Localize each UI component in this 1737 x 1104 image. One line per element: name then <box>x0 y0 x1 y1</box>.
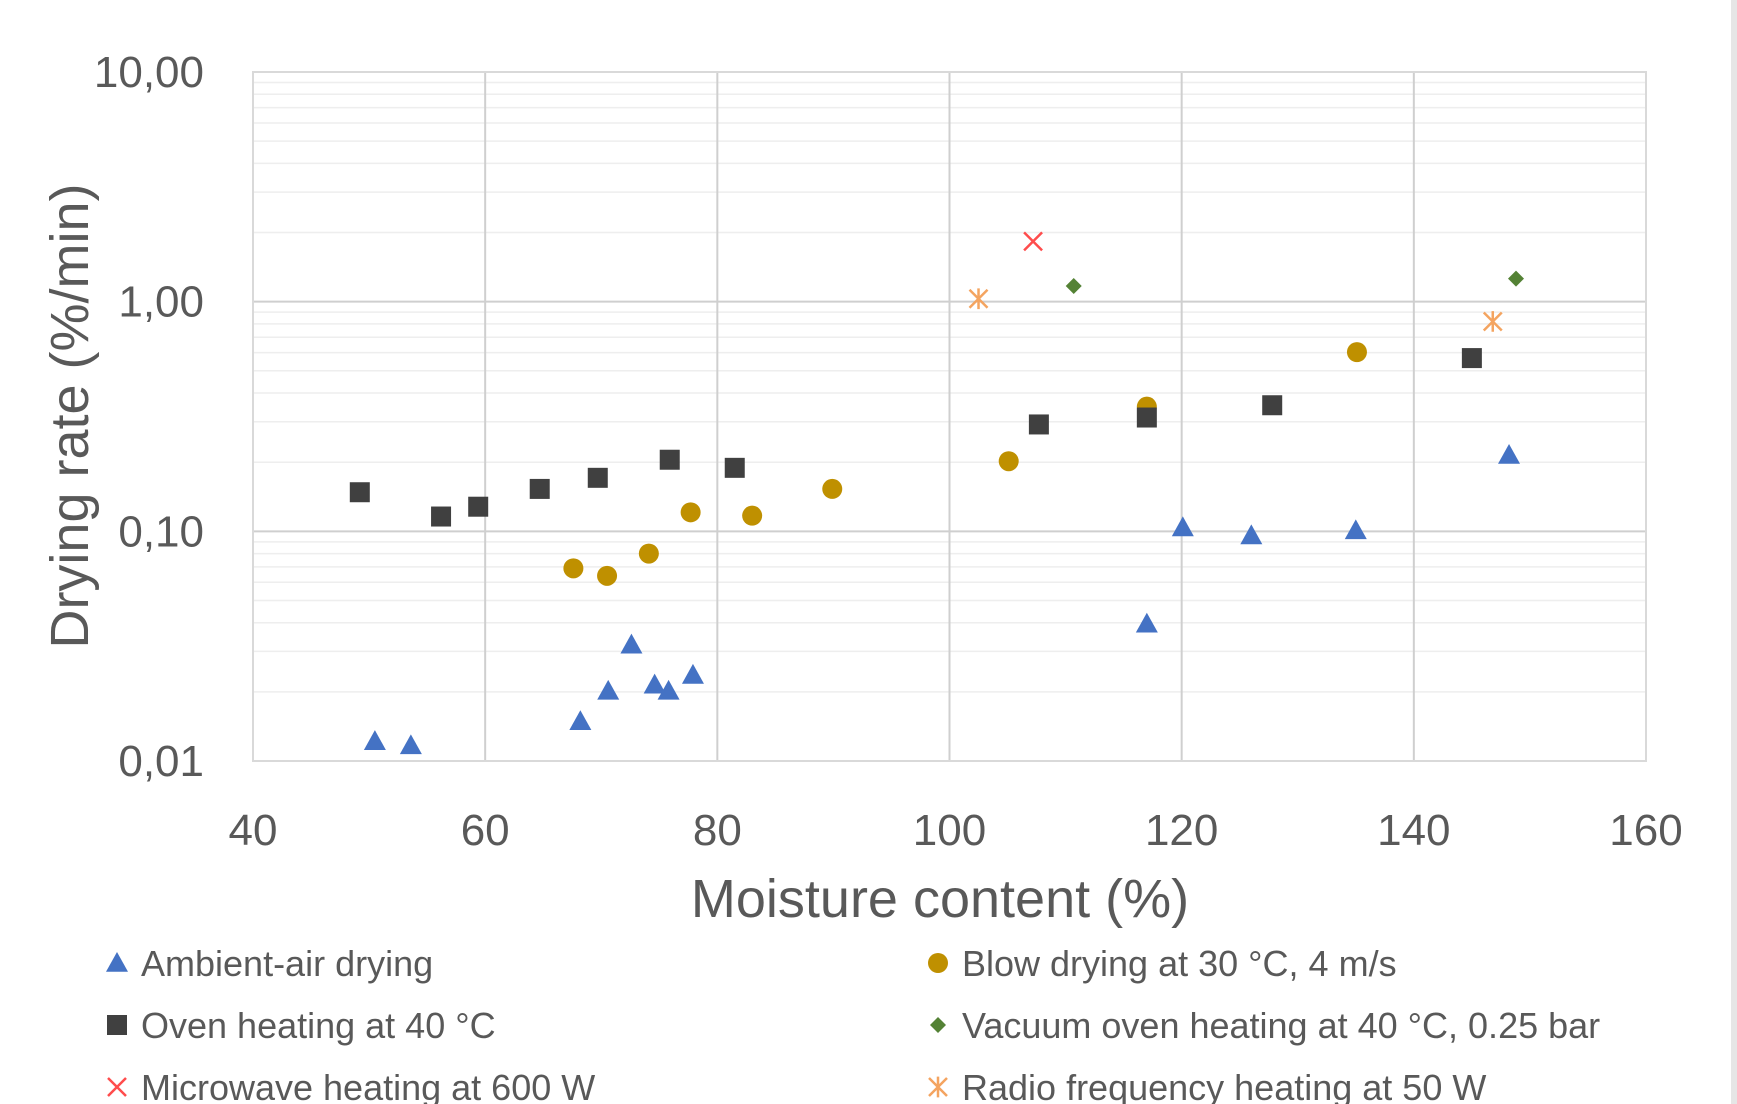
y-tick-label: 1,00 <box>118 278 204 327</box>
x-axis-title: Moisture content (%) <box>691 869 1189 929</box>
square-point <box>529 478 550 499</box>
circle-point <box>742 505 763 526</box>
circle-point <box>563 558 584 579</box>
circle-point <box>597 565 618 586</box>
window-edge <box>1731 0 1737 1104</box>
asterisk-point <box>968 288 989 310</box>
legend-circle-icon <box>928 953 948 973</box>
legend-item: Blow drying at 30 °C, 4 m/s <box>928 943 1397 984</box>
series-1 <box>563 342 1367 586</box>
y-tick-label: 0,10 <box>118 507 204 556</box>
diamond-point <box>1065 278 1082 295</box>
square-point <box>724 457 745 478</box>
triangle-point <box>620 633 643 654</box>
square-point <box>1262 395 1283 416</box>
x-tick-label: 160 <box>1609 806 1682 855</box>
triangle-point <box>399 734 422 755</box>
legend-item: Vacuum oven heating at 40 °C, 0.25 bar <box>930 1005 1600 1046</box>
x-tick-label: 60 <box>461 806 510 855</box>
y-axis-title: Drying rate (%/min) <box>40 183 100 648</box>
y-axis-tick-labels: 0,01 0,10 1,00 10,00 <box>94 48 204 786</box>
series-3 <box>1065 270 1524 295</box>
asterisk-point <box>1482 311 1503 332</box>
series-0 <box>363 443 1521 755</box>
legend-item: Microwave heating at 600 W <box>107 1067 595 1104</box>
plot-area-frame <box>252 71 1647 762</box>
major-gridlines <box>252 71 1647 762</box>
data-markers <box>349 231 1524 755</box>
triangle-point <box>597 679 620 700</box>
square-point <box>1136 407 1157 428</box>
triangle-point <box>1171 516 1194 537</box>
square-point <box>587 467 608 488</box>
circle-point <box>822 478 843 499</box>
x-tick-label: 100 <box>913 806 986 855</box>
square-point <box>468 496 489 517</box>
series-4 <box>1023 231 1043 252</box>
y-tick-label: 10,00 <box>94 48 204 97</box>
legend-label: Vacuum oven heating at 40 °C, 0.25 bar <box>962 1005 1600 1046</box>
circle-point <box>638 543 659 564</box>
series-2 <box>349 348 1482 527</box>
square-point <box>659 449 680 470</box>
triangle-point <box>569 710 592 731</box>
diamond-point <box>1507 270 1524 287</box>
circle-point <box>1346 342 1367 363</box>
series-5 <box>968 288 1503 332</box>
legend-item: Ambient-air drying <box>106 943 433 984</box>
x-tick-label: 80 <box>693 806 742 855</box>
legend-square-icon <box>107 1015 127 1035</box>
legend-label: Microwave heating at 600 W <box>141 1067 595 1104</box>
square-point <box>431 506 452 527</box>
triangle-point <box>657 679 680 700</box>
legend-asterisk-icon <box>928 1076 948 1098</box>
triangle-point <box>643 673 666 694</box>
legend-label: Blow drying at 30 °C, 4 m/s <box>962 943 1397 984</box>
triangle-point <box>1344 519 1367 540</box>
x-point <box>1023 231 1043 252</box>
legend-x-icon <box>107 1077 127 1097</box>
x-axis-tick-labels: 40 60 80 100 120 140 160 <box>229 806 1683 855</box>
triangle-point <box>681 663 704 684</box>
x-tick-label: 40 <box>229 806 278 855</box>
square-point <box>1461 348 1482 369</box>
legend-label: Ambient-air drying <box>141 943 433 984</box>
legend-item: Radio frequency heating at 50 W <box>928 1067 1486 1104</box>
x-tick-label: 140 <box>1377 806 1450 855</box>
legend-diamond-icon <box>930 1017 946 1033</box>
triangle-point <box>363 730 386 750</box>
circle-point <box>998 451 1019 472</box>
square-point <box>1028 414 1049 435</box>
legend-label: Radio frequency heating at 50 W <box>962 1067 1486 1104</box>
legend-item: Oven heating at 40 °C <box>107 1005 496 1046</box>
legend-label: Oven heating at 40 °C <box>141 1005 496 1046</box>
legend-triangle-icon <box>106 952 128 972</box>
triangle-point <box>1498 443 1521 464</box>
square-point <box>349 482 370 503</box>
circle-point <box>680 502 701 523</box>
triangle-point <box>1240 524 1263 545</box>
legend: Ambient-air drying Blow drying at 30 °C, … <box>106 943 1600 1104</box>
triangle-point <box>1135 612 1158 633</box>
x-tick-label: 120 <box>1145 806 1218 855</box>
y-tick-label: 0,01 <box>118 737 204 786</box>
